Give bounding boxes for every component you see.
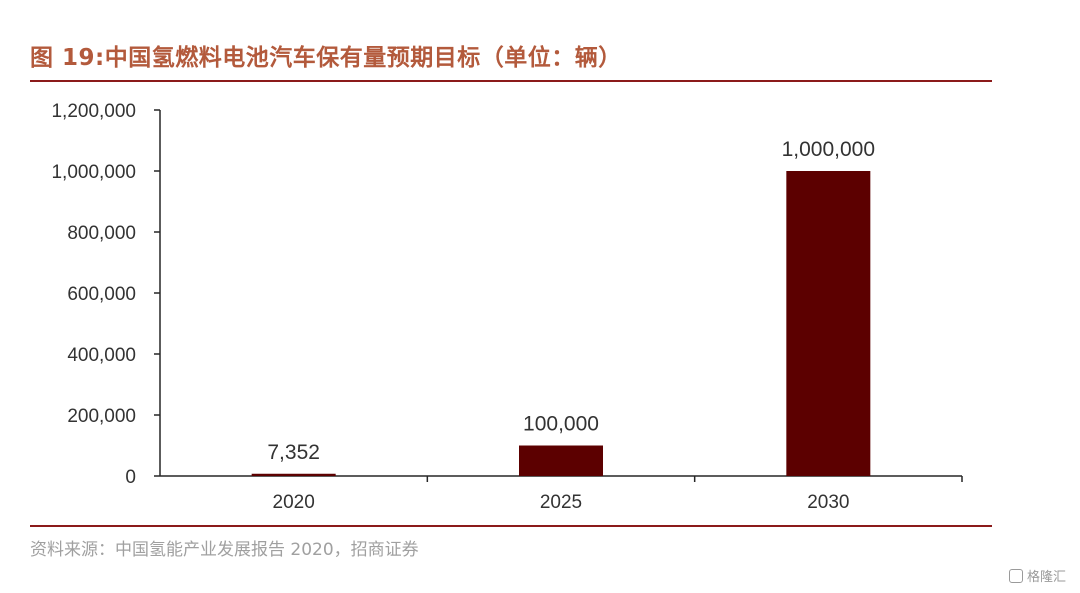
data-label: 7,352 [267, 441, 320, 464]
bar-2020 [251, 473, 336, 476]
x-tick-label: 2030 [807, 492, 849, 513]
x-tick-label: 2025 [540, 492, 582, 513]
y-tick-label: 400,000 [67, 345, 136, 366]
y-tick-label: 200,000 [67, 406, 136, 427]
source-note: 资料来源：中国氢能产业发展报告 2020，招商证券 [30, 540, 419, 560]
y-tick-label: 1,000,000 [51, 162, 136, 183]
y-tick-label: 1,200,000 [51, 101, 136, 122]
bar-2025 [519, 445, 603, 476]
figure-title: 图 19:中国氢燃料电池汽车保有量预期目标（单位：辆） [30, 45, 622, 71]
bar-2030 [786, 171, 871, 476]
data-label: 100,000 [523, 413, 599, 436]
y-tick-label: 600,000 [67, 284, 136, 305]
watermark: 格隆汇 [1008, 566, 1066, 585]
title-divider [30, 80, 992, 82]
data-label: 1,000,000 [782, 138, 875, 161]
watermark-text: 格隆汇 [1026, 570, 1066, 585]
y-tick-label: 0 [125, 467, 136, 488]
x-tick-label: 2020 [273, 492, 315, 513]
watermark-logo-icon [1008, 568, 1023, 583]
bottom-divider [30, 525, 992, 527]
y-tick-label: 800,000 [67, 223, 136, 244]
